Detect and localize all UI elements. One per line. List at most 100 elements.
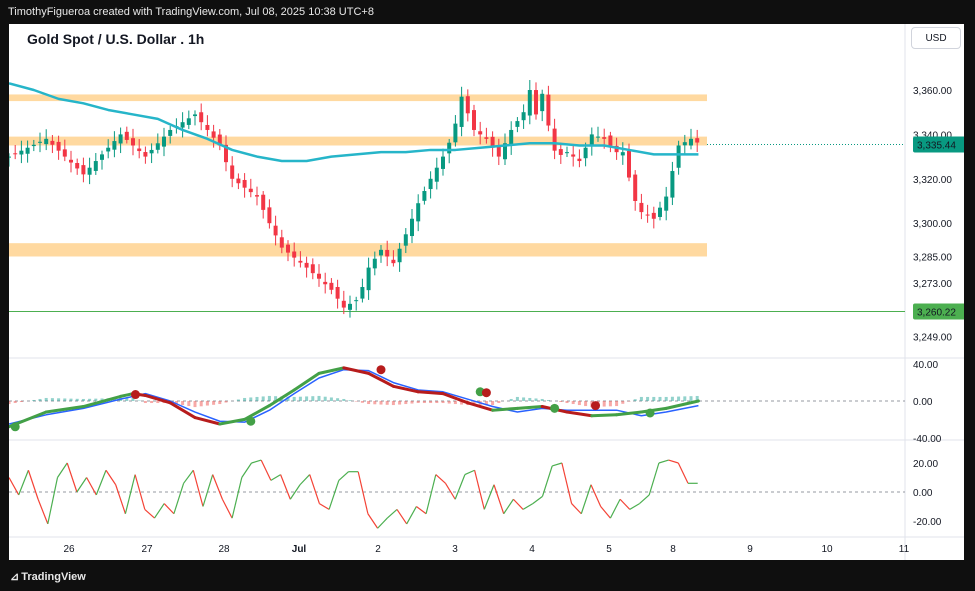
oscillator-segment	[319, 503, 330, 510]
macd-signal-segment	[119, 392, 135, 398]
candle-body	[689, 138, 693, 146]
macd-signal-segment	[416, 390, 445, 396]
tradingview-logo[interactable]: ⊿ TradingView	[10, 570, 86, 583]
oscillator-segment	[37, 499, 49, 525]
macd-histogram-bar	[447, 401, 451, 404]
macd-histogram-bar	[150, 401, 154, 404]
candle-body	[248, 188, 253, 193]
oscillator-segment	[95, 470, 107, 496]
macd-histogram-bar	[385, 401, 389, 405]
macd-histogram-bar	[615, 401, 619, 407]
candle-body	[670, 171, 675, 198]
candle-body	[279, 237, 284, 248]
macd-histogram-bar	[75, 398, 79, 401]
price-tick-label: 3,360.00	[913, 86, 952, 97]
candle-body	[329, 282, 334, 290]
oscillator-segment	[338, 471, 349, 481]
macd-histogram-bar	[546, 399, 550, 401]
chart-canvas[interactable]: 3,360.00 3,340.00 3,320.00 3,300.00 3,285.00…	[9, 24, 964, 560]
candle-body	[521, 112, 526, 121]
candle-body	[658, 207, 662, 217]
macd-histogram-bar	[354, 401, 358, 402]
macd-histogram-bar	[224, 401, 228, 403]
macd-histogram-bar	[13, 401, 17, 404]
candle-body	[162, 136, 166, 147]
macd-signal-segment	[193, 416, 222, 426]
macd-signal-segment	[565, 410, 594, 418]
candle-body	[496, 145, 501, 157]
candle-body	[31, 144, 36, 147]
time-tick-label: 26	[63, 544, 75, 555]
macd-signal-segment	[292, 371, 321, 392]
macd-histogram-bar	[249, 397, 253, 401]
oscillator-segment	[580, 484, 592, 514]
oscillator-segment	[289, 484, 301, 500]
macd-signal-segment	[168, 401, 197, 420]
candle-body	[503, 143, 507, 160]
macd-histogram-bar	[491, 401, 495, 406]
macd-histogram-bar	[317, 395, 321, 401]
candle-body	[217, 134, 222, 146]
macd-histogram-bar	[534, 398, 538, 401]
time-tick-label: 8	[670, 544, 676, 555]
oscillator-segment	[444, 482, 456, 500]
macd-cross-marker	[246, 416, 256, 426]
ema-line	[9, 82, 699, 163]
macd-tick-label: 0.00	[913, 397, 933, 408]
candle-body	[354, 300, 359, 302]
candle-body	[131, 138, 135, 146]
currency-button[interactable]: USD	[911, 27, 961, 49]
candle-body	[583, 147, 588, 159]
macd-histogram-bar	[286, 396, 290, 401]
last-price-badge	[913, 136, 964, 153]
candle-body	[186, 118, 191, 125]
macd-histogram-bar	[360, 401, 364, 403]
macd-signal-segment	[515, 405, 544, 410]
macd-histogram-bar	[515, 396, 519, 401]
macd-histogram-bar	[652, 396, 656, 401]
macd-cross-marker	[376, 365, 386, 375]
oscillator-segment	[590, 484, 602, 507]
macd-histogram-bar	[174, 401, 178, 405]
macd-signal-segment	[664, 399, 700, 410]
macd-cross-marker	[10, 422, 20, 432]
macd-histogram-bar	[261, 396, 265, 401]
oscillator-segment	[648, 462, 660, 496]
macd-histogram-bar	[435, 401, 439, 404]
candle-body	[224, 144, 228, 163]
macd-histogram-bar	[627, 401, 631, 402]
candle-body	[608, 135, 613, 146]
time-tick-label: 2	[375, 544, 381, 555]
candle-body	[155, 143, 160, 150]
macd-histogram-bar	[125, 397, 129, 401]
oscillator-segment	[57, 462, 68, 478]
oscillator-segment	[377, 517, 388, 529]
oscillator-segment	[192, 470, 204, 507]
candle-body	[143, 152, 148, 157]
macd-histogram-bar	[267, 395, 271, 401]
macd-histogram-bar	[559, 401, 563, 403]
candle-body	[682, 142, 687, 146]
chart-panel[interactable]: 3,360.00 3,340.00 3,320.00 3,300.00 3,285.00…	[9, 24, 964, 560]
candle-body	[645, 214, 650, 216]
candle-body	[676, 145, 681, 168]
oscillator-segment	[522, 503, 534, 510]
macd-histogram-bar	[212, 401, 216, 405]
macd-histogram-bar	[639, 396, 643, 401]
macd-histogram-bar	[621, 401, 625, 404]
macd-histogram-bar	[243, 397, 247, 401]
macd-histogram-bar	[565, 401, 569, 404]
macd-histogram-bar	[329, 397, 333, 401]
macd-histogram-bar	[193, 401, 197, 408]
candle-body	[379, 249, 383, 256]
macd-histogram-bar	[404, 401, 408, 405]
attribution-bar: TimothyFigueroa created with TradingView…	[0, 0, 975, 24]
macd-histogram-bar	[38, 398, 42, 401]
candle-body	[490, 136, 495, 148]
oscillator-segment	[173, 483, 185, 514]
time-tick-label: Jul	[292, 544, 307, 555]
macd-histogram-bar	[453, 401, 457, 405]
time-tick-label: 11	[899, 544, 910, 555]
oscillator-segment	[18, 470, 29, 496]
oscillator-segment	[9, 477, 20, 496]
